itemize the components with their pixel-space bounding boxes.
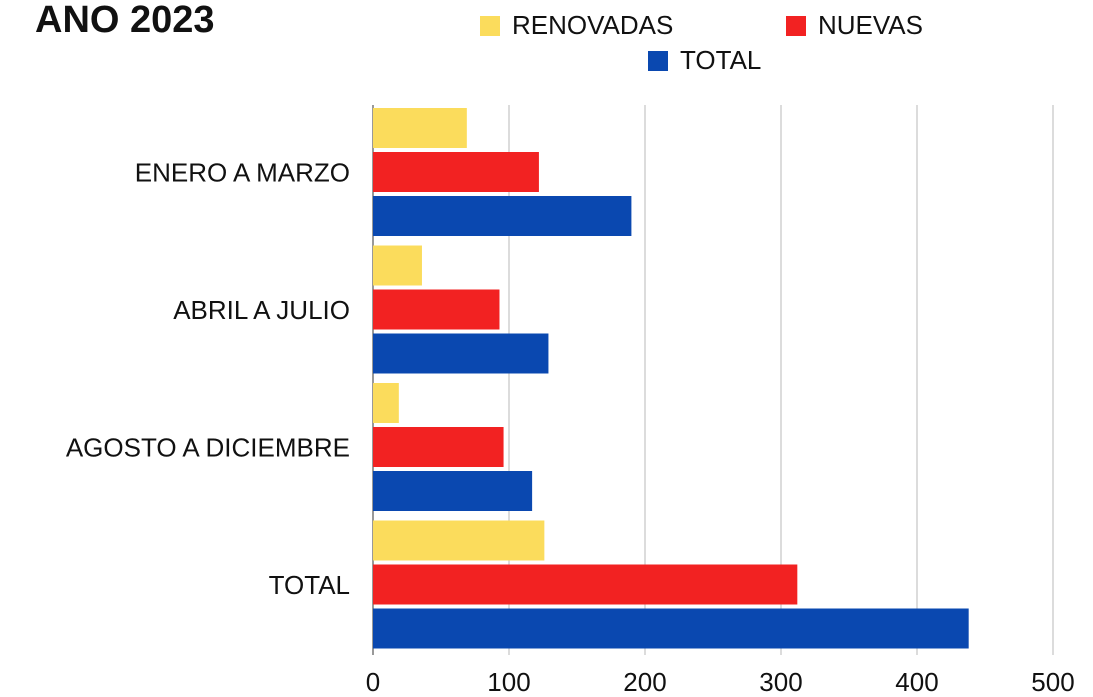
y-tick-label: TOTAL bbox=[269, 570, 350, 600]
legend-label: NUEVAS bbox=[818, 10, 923, 40]
bar bbox=[373, 333, 549, 374]
bar bbox=[373, 564, 798, 605]
bar bbox=[373, 427, 504, 467]
x-tick-label: 100 bbox=[487, 667, 530, 697]
legend-label: TOTAL bbox=[680, 45, 761, 75]
bar bbox=[373, 196, 632, 236]
x-tick-label: 500 bbox=[1031, 667, 1074, 697]
legend-swatch bbox=[648, 51, 668, 71]
x-tick-label: 0 bbox=[366, 667, 380, 697]
bar bbox=[373, 108, 467, 148]
legend-swatch bbox=[480, 16, 500, 36]
bar bbox=[373, 289, 500, 330]
x-tick-label: 200 bbox=[623, 667, 666, 697]
x-tick-label: 400 bbox=[895, 667, 938, 697]
bar bbox=[373, 520, 545, 561]
legend-label: RENOVADAS bbox=[512, 10, 673, 40]
x-tick-label: 300 bbox=[759, 667, 802, 697]
y-tick-label: ENERO A MARZO bbox=[135, 158, 350, 188]
chart-title: ANO 2023 bbox=[35, 0, 215, 41]
bar bbox=[373, 152, 539, 192]
bar bbox=[373, 471, 533, 511]
bar bbox=[373, 245, 422, 286]
y-tick-label: AGOSTO A DICIEMBRE bbox=[66, 433, 350, 463]
y-tick-label: ABRIL A JULIO bbox=[173, 295, 350, 325]
legend-swatch bbox=[786, 16, 806, 36]
bar bbox=[373, 608, 969, 649]
bar bbox=[373, 383, 399, 423]
